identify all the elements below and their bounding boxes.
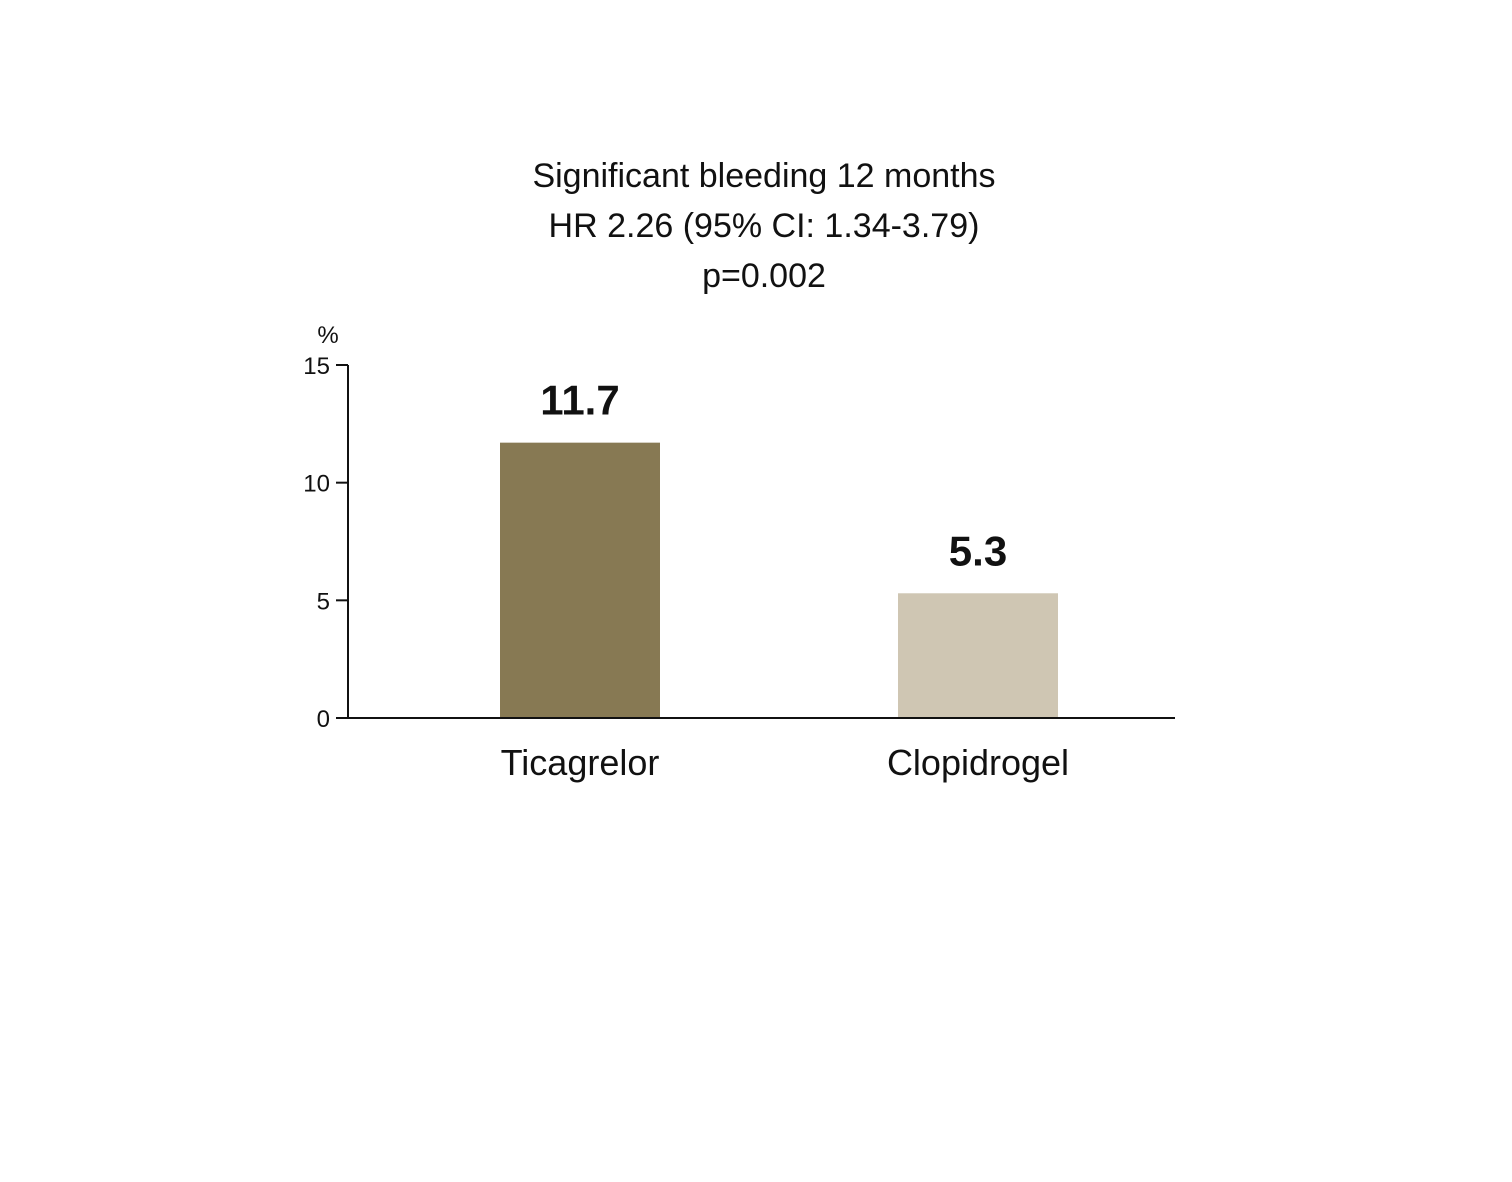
y-axis: 0 5 10 15: [303, 353, 349, 733]
y-axis-unit-label: %: [317, 322, 338, 349]
y-tick-label: 10: [303, 471, 330, 498]
category-label: Clopidrogel: [887, 742, 1069, 783]
y-tick-label: 0: [317, 706, 330, 733]
chart-title: Significant bleeding 12 months HR 2.26 (…: [532, 157, 995, 295]
y-tick-label: 5: [317, 588, 330, 615]
title-line-1: Significant bleeding 12 months: [532, 157, 995, 195]
data-label: 11.7: [540, 377, 619, 424]
category-label: Ticagrelor: [501, 742, 660, 783]
title-line-2: HR 2.26 (95% CI: 1.34-3.79): [549, 207, 980, 245]
y-tick-label: 15: [303, 353, 330, 380]
bar-clopidrogel: [898, 593, 1058, 718]
data-label: 5.3: [949, 527, 1007, 574]
title-line-3: p=0.002: [702, 257, 826, 295]
bars: 11.7 5.3: [500, 377, 1058, 718]
bar-ticagrelor: [500, 442, 660, 718]
x-axis: Ticagrelor Clopidrogel: [348, 717, 1175, 783]
